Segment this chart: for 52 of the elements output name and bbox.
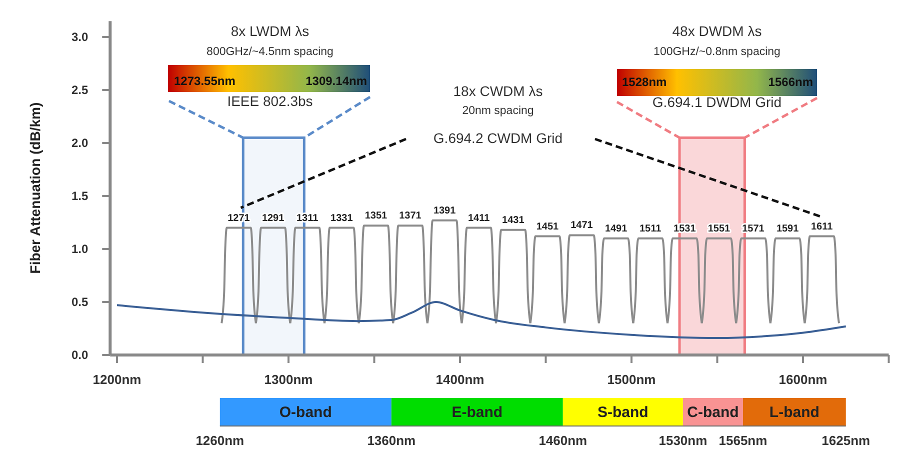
annotation: 1528nm bbox=[622, 75, 667, 89]
series-label: L-band bbox=[769, 404, 820, 421]
x-tick-label: 1530nm bbox=[658, 433, 708, 448]
series-label: E-band bbox=[452, 404, 503, 421]
y-tick-label: 2.0 bbox=[71, 136, 88, 150]
annotation: 1291 bbox=[262, 212, 285, 224]
annotation: 1351 bbox=[364, 210, 388, 222]
y-axis-title: Fiber Attenuation (dB/km) bbox=[27, 102, 43, 274]
y-tick-label: 1.5 bbox=[71, 189, 88, 203]
x-tick-label: 1360nm bbox=[367, 433, 416, 448]
annotation: 1371 bbox=[399, 210, 422, 222]
x-tick-label: 1200nm bbox=[92, 372, 142, 387]
x-tick-label: 1600nm bbox=[778, 372, 828, 387]
annotation: 1511 bbox=[640, 223, 662, 234]
annotation: 1531 bbox=[674, 223, 696, 234]
annotation: 8x LWDM λs bbox=[230, 23, 310, 39]
annotation: 1431 bbox=[502, 214, 525, 226]
x-tick-label: 1500nm bbox=[607, 372, 656, 387]
annotation: 1309.14nm bbox=[306, 74, 367, 88]
x-tick-label: 1300nm bbox=[264, 372, 313, 387]
x-tick-label: 1565nm bbox=[718, 433, 768, 448]
annotation: 1611 bbox=[811, 221, 834, 232]
annotation: 48x DWDM λs bbox=[672, 23, 762, 39]
x-tick-label: 1260nm bbox=[196, 433, 244, 448]
series-label: C-band bbox=[687, 404, 739, 421]
y-tick-label: 0.0 bbox=[71, 348, 88, 362]
annotation: 1491 bbox=[604, 223, 628, 234]
y-tick-label: 0.5 bbox=[71, 295, 88, 309]
annotation: 1591 bbox=[776, 223, 800, 234]
x-tick-label: 1460nm bbox=[538, 433, 588, 448]
annotation: G.694.1 DWDM Grid bbox=[652, 94, 782, 110]
annotation: 18x CWDM λs bbox=[453, 83, 543, 99]
annotation: IEEE 802.3bs bbox=[227, 93, 313, 109]
annotation: 1411 bbox=[468, 212, 490, 224]
x-tick-label: 1625nm bbox=[822, 433, 870, 448]
annotation: 1391 bbox=[433, 205, 456, 216]
annotation: 800GHz/~4.5nm spacing bbox=[206, 46, 334, 58]
y-tick-label: 2.5 bbox=[71, 83, 88, 97]
annotation: 1566nm bbox=[768, 75, 813, 89]
annotation: 1471 bbox=[570, 220, 594, 232]
series-label: S-band bbox=[598, 404, 648, 421]
y-tick-label: 1.0 bbox=[71, 242, 88, 256]
annotation: 1551 bbox=[708, 223, 731, 234]
annotation: 1451 bbox=[536, 221, 560, 232]
x-tick-label: 1400nm bbox=[436, 372, 484, 387]
annotation: 1273.55nm bbox=[174, 74, 236, 88]
annotation: 100GHz/~0.8nm spacing bbox=[654, 46, 780, 58]
y-tick-label: 3.0 bbox=[71, 30, 88, 44]
series-label: O-band bbox=[279, 404, 332, 421]
annotation: 20nm spacing bbox=[462, 105, 534, 117]
annotation: 1331 bbox=[330, 212, 354, 224]
annotation: G.694.2 CWDM Grid bbox=[433, 130, 563, 146]
